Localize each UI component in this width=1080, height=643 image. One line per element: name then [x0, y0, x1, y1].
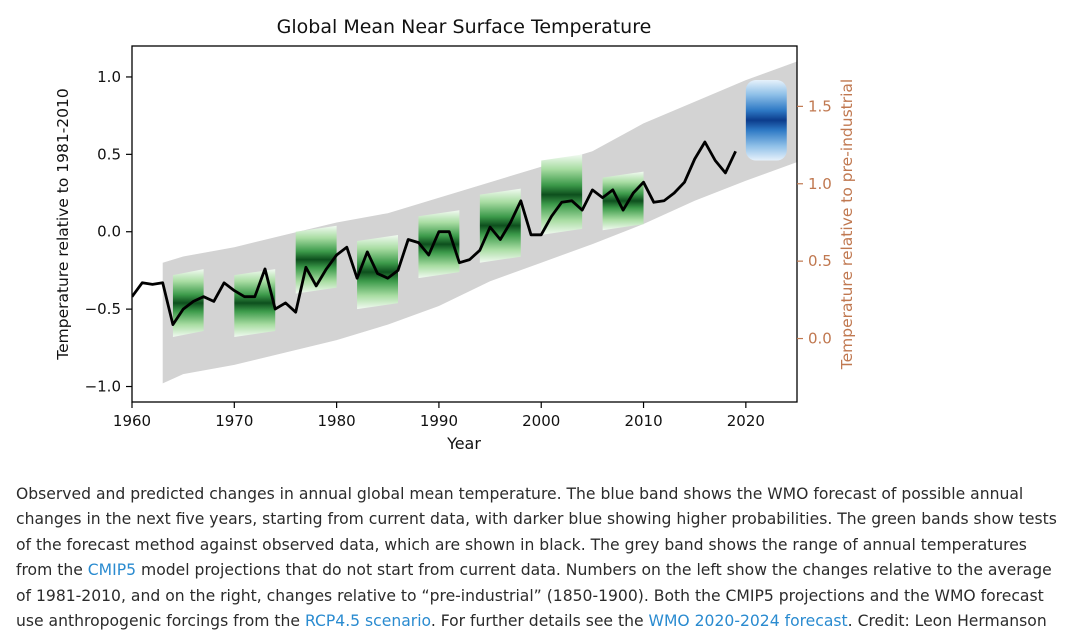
hindcast-band-1994 [479, 188, 521, 263]
x-axis-label: Year [446, 434, 481, 453]
cmip5-link[interactable]: CMIP5 [87, 561, 137, 580]
hindcast-band-1976 [295, 225, 337, 294]
hindcast-band-1964 [172, 269, 204, 337]
x-tick-label-2020: 2020 [727, 412, 765, 430]
x-tick-label-2000: 2000 [522, 412, 560, 430]
rcp45-scenario-link[interactable]: RCP4.5 scenario [304, 612, 431, 631]
plot-area [132, 61, 797, 384]
y-right-tick-label-3: 0.0 [808, 330, 832, 348]
y-tick-label-1: 0.5 [97, 145, 121, 163]
axes: 1960 1970 1980 1990 2000 2010 2020 1.0 0.5 0.0 −0.… [85, 68, 832, 430]
observed-temperature-line [132, 140, 737, 326]
figure-caption: Observed and predicted changes in annual… [16, 482, 1068, 634]
y-axis-label: Temperature relative to 1981-2010 [54, 88, 72, 360]
y-right-tick-label-1: 1.0 [808, 175, 832, 193]
hindcast-band-1988 [418, 210, 460, 279]
hindcast-band-2006 [602, 171, 644, 231]
temperature-chart: Global Mean Near Surface Temperature 196… [54, 16, 856, 453]
forecast-band [745, 80, 787, 161]
caption-text-2: model projections that do not start from… [16, 561, 1052, 631]
x-tick-label-1980: 1980 [318, 412, 356, 430]
y-right-tick-label-2: 0.5 [808, 252, 832, 270]
x-tick-label-1960: 1960 [113, 412, 151, 430]
wmo-forecast-link[interactable]: WMO 2020-2024 forecast [648, 612, 848, 631]
x-tick-label-1970: 1970 [215, 412, 253, 430]
hindcast-band-1970 [234, 269, 276, 337]
caption-text-3: . For further details see the [430, 612, 649, 631]
caption-text-4: . Credit: Leon Hermanson [847, 612, 1047, 631]
caption-text-1: Observed and predicted changes in annual… [16, 485, 1057, 580]
plot-frame [131, 45, 798, 403]
x-tick-label-1990: 1990 [420, 412, 458, 430]
x-tick-label-2010: 2010 [624, 412, 662, 430]
y-tick-label-0: 1.0 [97, 68, 121, 86]
y-tick-label-3: −0.5 [85, 300, 121, 318]
y-tick-label-2: 0.0 [97, 223, 121, 241]
y-tick-label-4: −1.0 [85, 378, 121, 396]
y-axis-right-label: Temperature relative to pre-industrial [838, 79, 856, 370]
chart-title: Global Mean Near Surface Temperature [277, 16, 652, 38]
y-right-tick-label-0: 1.5 [808, 97, 832, 115]
